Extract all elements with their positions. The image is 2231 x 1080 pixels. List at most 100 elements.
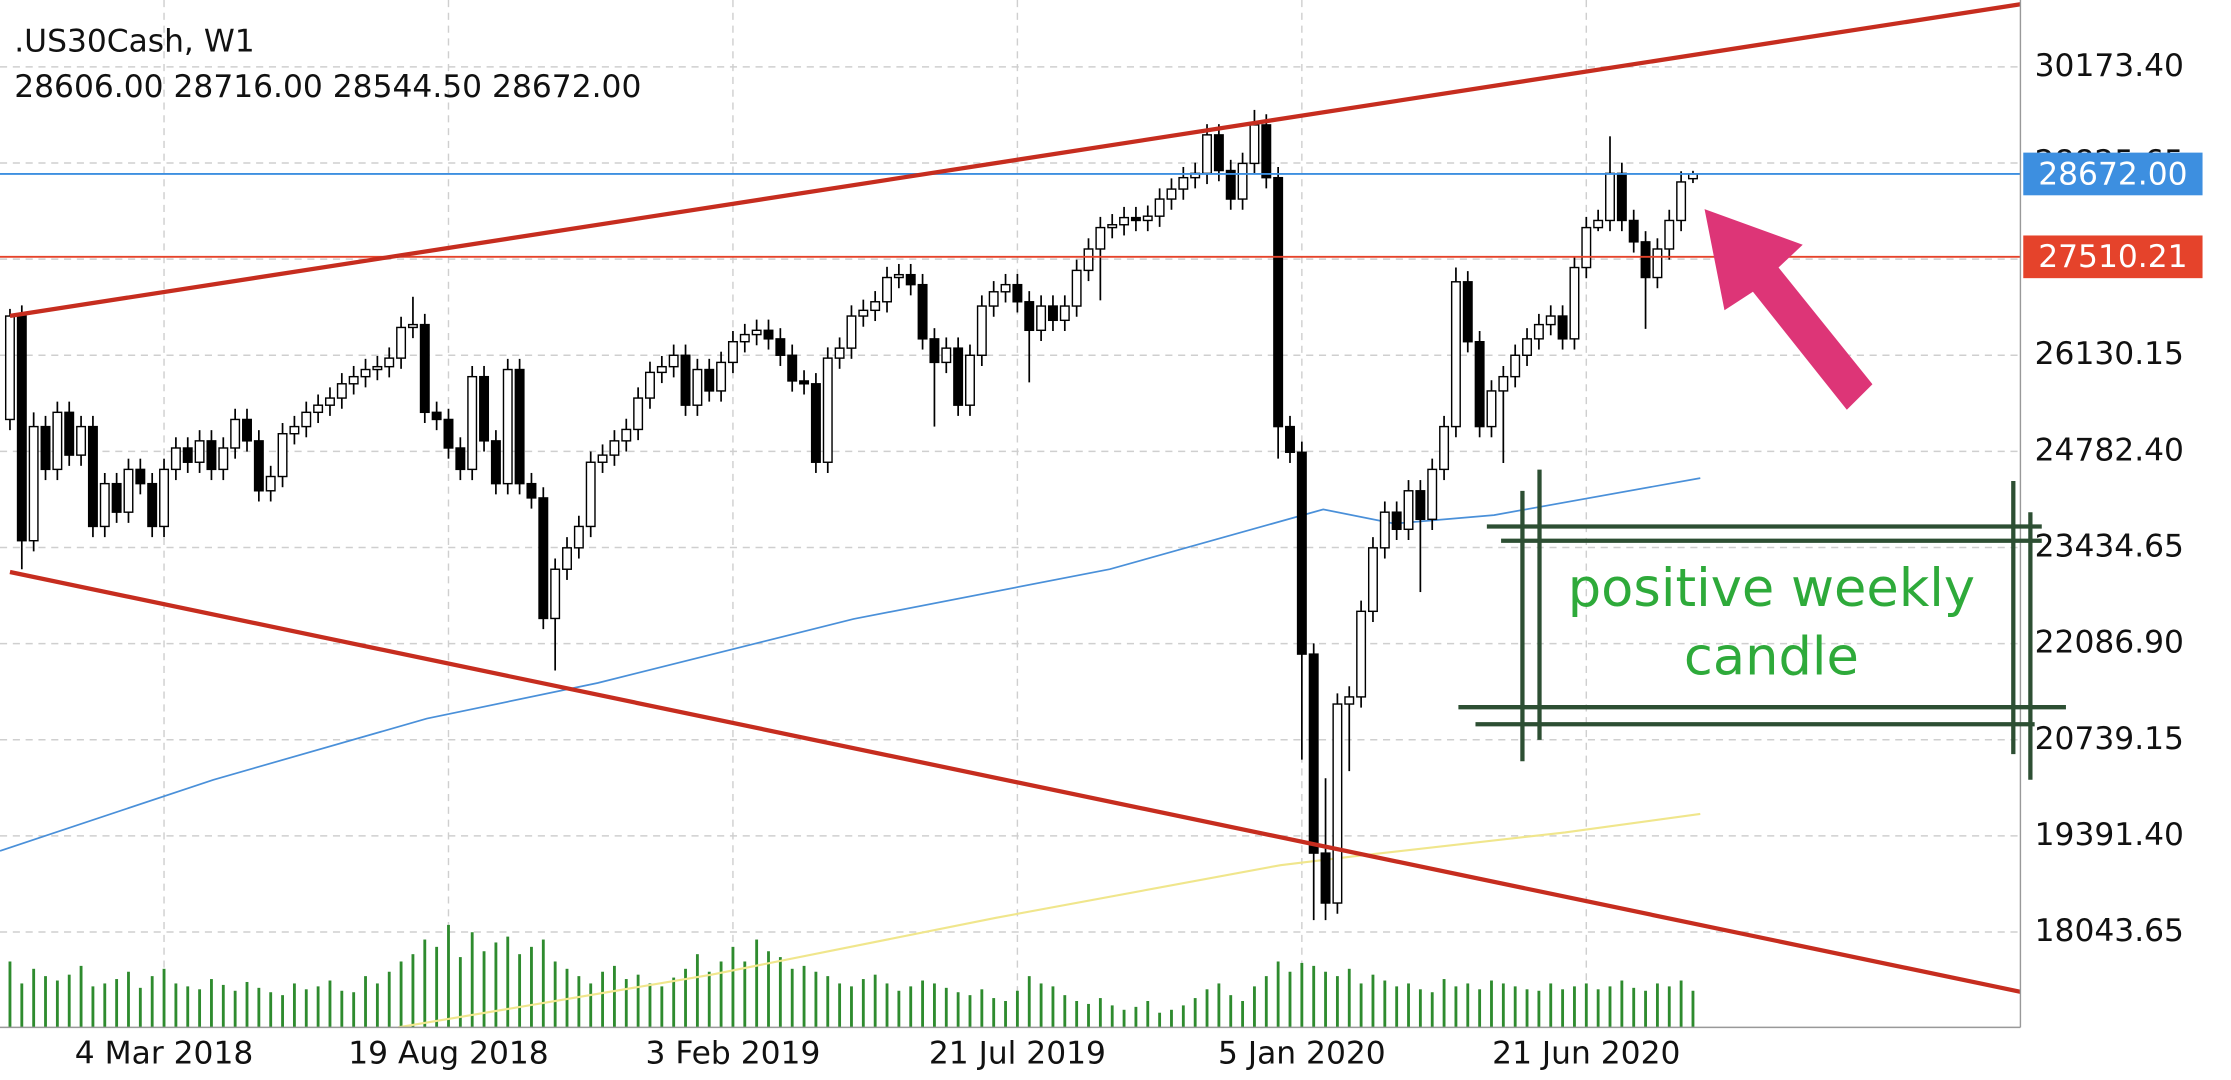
candle-body — [348, 375, 359, 385]
candle-body — [609, 440, 620, 456]
volume-bar — [1667, 986, 1671, 1028]
candle-body — [621, 428, 632, 442]
volume-bar — [198, 989, 202, 1028]
candle-body — [1083, 248, 1094, 272]
volume-bar — [103, 983, 107, 1028]
y-tick-label: 18043.65 — [2035, 913, 2184, 949]
candle-body — [1344, 696, 1355, 705]
volume-bar — [648, 983, 652, 1028]
volume-bar — [1549, 983, 1553, 1028]
candle-body — [1486, 390, 1497, 428]
candle-body — [159, 468, 170, 528]
candle-body — [953, 347, 964, 406]
candle-body — [1664, 219, 1675, 250]
volume-bar — [1181, 1005, 1185, 1028]
volume-bar — [530, 946, 533, 1028]
volume-bar — [933, 983, 936, 1028]
volume-bar — [1110, 1005, 1114, 1028]
candle-body — [905, 273, 916, 286]
candle-body — [976, 305, 987, 356]
candle-body — [502, 368, 513, 485]
candle-body — [147, 482, 158, 528]
candle-body — [1237, 162, 1248, 200]
volume-bar — [138, 987, 142, 1028]
volume-bar — [1264, 976, 1268, 1028]
candle-body — [1533, 323, 1544, 340]
x-tick-label: 21 Jul 2019 — [929, 1035, 1106, 1071]
x-tick-label: 5 Jan 2020 — [1218, 1035, 1386, 1071]
candle-body — [1071, 269, 1082, 307]
x-tick-label: 19 Aug 2018 — [348, 1035, 548, 1071]
candle-body — [1285, 425, 1295, 453]
candle-body — [988, 291, 999, 307]
candle-body — [111, 482, 122, 513]
arrow — [1704, 209, 1873, 410]
candle-body — [870, 301, 881, 312]
volume-bar — [1015, 990, 1019, 1028]
candle-body — [644, 371, 655, 399]
volume-bar — [1418, 989, 1422, 1028]
candle-body — [1202, 134, 1213, 175]
volume-bar — [956, 992, 960, 1028]
volume-bar — [518, 954, 522, 1028]
volume-bar — [1655, 983, 1659, 1028]
candle-body — [822, 357, 833, 463]
candle-body — [573, 525, 584, 549]
candle-body — [1225, 169, 1236, 200]
volume-bar — [612, 965, 616, 1028]
candle-body — [1166, 188, 1177, 200]
candle-body — [514, 368, 525, 485]
volume-bar — [1241, 1001, 1245, 1028]
x-tick-label: 4 Mar 2018 — [75, 1035, 254, 1071]
candle-body — [1450, 281, 1461, 428]
candle-body — [1427, 468, 1438, 521]
candle-body — [763, 329, 774, 340]
candle-body — [52, 411, 63, 471]
candle-body — [253, 440, 264, 492]
candle-body — [135, 468, 146, 485]
candle-body — [1308, 653, 1319, 854]
volume-bar — [601, 971, 604, 1028]
candle-body — [1367, 547, 1378, 613]
candle-body — [751, 329, 762, 336]
volume-bar — [1561, 989, 1565, 1028]
candle-body — [882, 276, 893, 303]
volume-bar — [150, 976, 154, 1028]
volume-bar — [1525, 989, 1529, 1028]
candle-body — [739, 333, 750, 343]
candle-body — [396, 326, 407, 359]
candle-body — [194, 440, 205, 463]
volume-bar — [944, 987, 948, 1028]
candle-body — [704, 368, 715, 392]
volume-bar — [221, 984, 225, 1028]
candle-body — [1095, 226, 1106, 250]
volume-bar — [980, 989, 984, 1028]
volume-bar — [1335, 976, 1339, 1028]
candle-body — [313, 404, 324, 414]
volume-bar — [1596, 989, 1600, 1028]
volume-bar — [731, 946, 735, 1028]
candle-body — [1296, 451, 1307, 655]
candle-body — [206, 440, 217, 471]
price-layer — [0, 109, 2021, 921]
y-tick-label: 19391.40 — [2035, 817, 2184, 853]
candle-body — [1154, 198, 1165, 217]
candle-body — [218, 447, 229, 471]
volume-bar — [1537, 990, 1541, 1028]
candle-body — [265, 475, 276, 492]
candle-body — [1545, 315, 1556, 326]
candle-body — [479, 375, 490, 442]
volume-bar — [44, 976, 47, 1028]
volume-bar — [1347, 968, 1351, 1028]
candle-body — [301, 411, 312, 428]
candle-body — [1178, 176, 1189, 190]
volume-bar — [1501, 983, 1505, 1028]
candle-body — [810, 383, 821, 463]
candle-body — [1640, 241, 1651, 279]
volume-bar — [755, 939, 759, 1028]
candle-body — [526, 482, 537, 499]
axis-labels: 30173.4028825.6527477.9026130.1524782.40… — [75, 48, 2203, 1071]
price-tag-label: 28672.00 — [2038, 156, 2187, 192]
candle-body — [1273, 176, 1284, 428]
